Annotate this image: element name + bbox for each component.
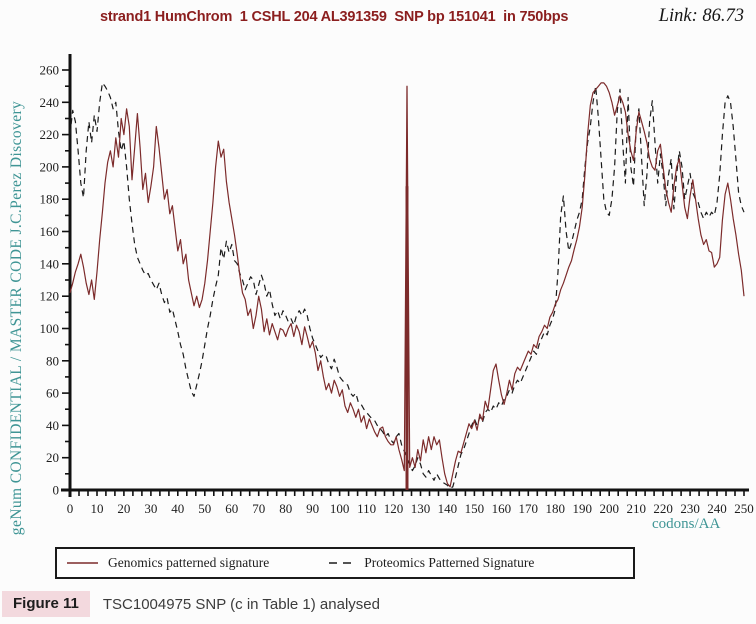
legend-label-genomics: Genomics patterned signature bbox=[108, 555, 270, 570]
legend-label-proteomics: Proteomics Patterned Signature bbox=[364, 555, 535, 570]
svg-text:40: 40 bbox=[171, 501, 184, 516]
figure-tag: Figure 11 bbox=[2, 591, 90, 617]
svg-text:130: 130 bbox=[411, 501, 431, 516]
legend-item-proteomics: Proteomics Patterned Signature bbox=[327, 555, 534, 571]
svg-text:220: 220 bbox=[40, 127, 60, 142]
svg-text:160: 160 bbox=[40, 224, 60, 239]
legend-item-genomics: Genomics patterned signature bbox=[65, 555, 269, 571]
legend: Genomics patterned signature Proteomics … bbox=[55, 547, 635, 579]
svg-text:0: 0 bbox=[67, 501, 74, 516]
svg-text:150: 150 bbox=[465, 501, 485, 516]
chart-canvas: 0 20 40 60 80 100 120 140 160 180 200 220 240 260 0 10 2… bbox=[40, 54, 754, 516]
svg-text:60: 60 bbox=[46, 386, 59, 401]
svg-text:260: 260 bbox=[40, 63, 60, 78]
solid-line-swatch-icon bbox=[67, 562, 98, 564]
svg-text:90: 90 bbox=[306, 501, 319, 516]
figure-caption-row: Figure 11 TSC1004975 SNP (c in Table 1) … bbox=[2, 591, 380, 617]
svg-text:220: 220 bbox=[653, 501, 673, 516]
svg-text:110: 110 bbox=[357, 501, 376, 516]
svg-text:0: 0 bbox=[53, 483, 60, 498]
svg-text:10: 10 bbox=[91, 501, 104, 516]
svg-text:80: 80 bbox=[46, 353, 59, 368]
svg-text:100: 100 bbox=[40, 321, 60, 336]
svg-text:240: 240 bbox=[40, 95, 60, 110]
link-score-value: Link: 86.73 bbox=[658, 6, 744, 26]
svg-text:70: 70 bbox=[252, 501, 265, 516]
svg-text:20: 20 bbox=[46, 450, 59, 465]
svg-text:120: 120 bbox=[40, 289, 60, 304]
figure-caption: TSC1004975 SNP (c in Table 1) analysed bbox=[102, 595, 380, 613]
page-title: strand1 HumChrom 1 CSHL 204 AL391359 SNP… bbox=[100, 9, 569, 25]
svg-text:170: 170 bbox=[519, 501, 539, 516]
svg-text:180: 180 bbox=[40, 192, 60, 207]
x-axis-title: codons/AA bbox=[652, 516, 721, 532]
svg-text:230: 230 bbox=[680, 501, 700, 516]
svg-text:30: 30 bbox=[144, 501, 157, 516]
svg-text:200: 200 bbox=[599, 501, 619, 516]
svg-text:40: 40 bbox=[46, 418, 59, 433]
svg-text:160: 160 bbox=[492, 501, 512, 516]
svg-text:120: 120 bbox=[384, 501, 404, 516]
svg-text:200: 200 bbox=[40, 159, 60, 174]
dashed-line-swatch-icon bbox=[329, 562, 356, 564]
svg-text:210: 210 bbox=[626, 501, 646, 516]
svg-text:250: 250 bbox=[734, 501, 754, 516]
svg-text:60: 60 bbox=[225, 501, 238, 516]
svg-text:50: 50 bbox=[198, 501, 211, 516]
svg-text:240: 240 bbox=[707, 501, 727, 516]
svg-text:190: 190 bbox=[572, 501, 592, 516]
svg-text:140: 140 bbox=[40, 256, 60, 271]
svg-text:100: 100 bbox=[330, 501, 350, 516]
svg-text:140: 140 bbox=[438, 501, 458, 516]
svg-text:20: 20 bbox=[117, 501, 130, 516]
svg-text:80: 80 bbox=[279, 501, 292, 516]
svg-text:180: 180 bbox=[546, 501, 566, 516]
